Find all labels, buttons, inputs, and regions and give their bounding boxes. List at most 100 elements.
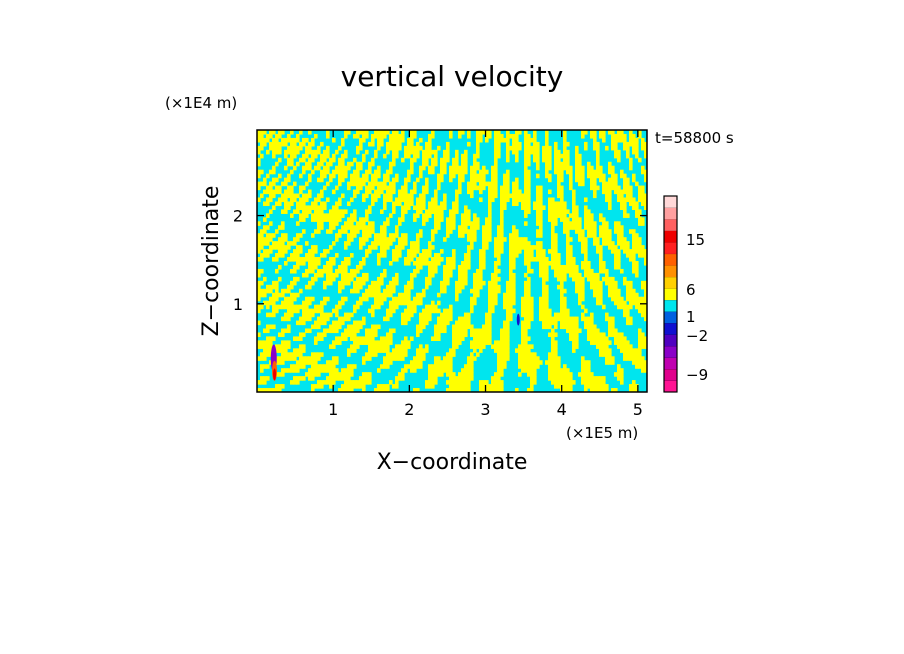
field-cell [605, 268, 609, 274]
field-cell [494, 133, 498, 139]
field-cell [416, 153, 420, 159]
field-cell [317, 384, 321, 389]
field-cell [299, 189, 303, 195]
field-cell [458, 130, 462, 135]
field-cell [626, 348, 630, 353]
field-cell [371, 225, 375, 230]
field-cell [476, 336, 480, 341]
field-cell [593, 145, 597, 151]
field-cell [326, 153, 330, 159]
field-cell [308, 253, 312, 258]
field-cell [305, 268, 309, 274]
field-cell [374, 296, 378, 302]
field-cell [608, 189, 612, 195]
field-cell [356, 324, 360, 330]
field-cell [347, 181, 351, 187]
colorbar-level [664, 357, 677, 370]
field-cell [458, 268, 462, 274]
field-cell [449, 356, 453, 361]
field-cell [584, 209, 588, 214]
field-cell [341, 261, 345, 266]
field-cell [563, 133, 567, 139]
field-cell [296, 364, 300, 369]
field-cell [545, 304, 549, 310]
field-cell [608, 241, 612, 246]
field-cell [344, 328, 348, 334]
field-cell [281, 221, 285, 226]
field-cell [395, 137, 399, 143]
field-cell [311, 264, 315, 270]
y-tick-label: 2 [233, 207, 243, 226]
field-cell [413, 268, 417, 274]
field-cell [563, 320, 567, 326]
field-cell [323, 149, 327, 155]
field-cell [311, 141, 315, 147]
field-cell [581, 360, 585, 365]
field-cell [428, 276, 432, 282]
field-cell [335, 308, 339, 314]
field-cell [401, 233, 405, 238]
field-cell [536, 185, 540, 191]
field-cell [578, 233, 582, 238]
field-cell [542, 253, 546, 258]
field-cell [527, 308, 531, 314]
field-cell [641, 340, 645, 345]
x-unit-label: (×1E5 m) [566, 424, 638, 442]
field-cell [332, 257, 336, 262]
field-cell [461, 320, 465, 326]
field-cell [389, 165, 393, 171]
field-cell [317, 336, 321, 341]
field-cell [488, 185, 492, 191]
field-cell [464, 268, 468, 274]
field-cell [596, 288, 600, 294]
field-cell [530, 372, 534, 377]
field-cell [431, 169, 435, 175]
field-cell [473, 348, 477, 353]
field-cell [371, 284, 375, 290]
field-cell [434, 193, 438, 199]
field-cell [260, 245, 264, 250]
field-cell [593, 384, 597, 389]
field-cell [515, 348, 519, 353]
field-cell [341, 296, 345, 302]
field-cell [281, 249, 285, 254]
field-cell [308, 205, 312, 210]
field-cell [572, 336, 576, 341]
field-cell [287, 177, 291, 183]
field-cell [383, 288, 387, 294]
field-cell [593, 185, 597, 191]
field-cell [314, 257, 318, 262]
field-cell [443, 165, 447, 171]
field-cell [296, 237, 300, 242]
field-cell [404, 233, 408, 238]
field-cell [545, 284, 549, 290]
field-cell [392, 209, 396, 214]
field-cell [395, 356, 399, 361]
field-cell [479, 261, 483, 266]
field-cell [521, 237, 525, 242]
field-cell [422, 161, 426, 167]
field-cell [554, 356, 558, 361]
field-cell [347, 217, 351, 222]
field-cell [470, 225, 474, 230]
field-cell [602, 229, 606, 234]
field-cell [566, 233, 570, 238]
field-cell [614, 328, 618, 334]
field-cell [527, 336, 531, 341]
field-cell [392, 130, 396, 135]
field-cell [614, 173, 618, 179]
field-cell [575, 280, 579, 286]
field-cell [356, 300, 360, 306]
field-cell [491, 380, 495, 385]
field-cell [485, 324, 489, 330]
field-cell [434, 229, 438, 234]
field-cell [599, 253, 603, 258]
field-cell [389, 292, 393, 298]
field-cell [602, 217, 606, 222]
field-cell [323, 153, 327, 159]
field-cell [551, 368, 555, 373]
field-cell [404, 364, 408, 369]
field-cell [467, 181, 471, 187]
field-cell [284, 201, 288, 207]
field-cell [515, 229, 519, 234]
